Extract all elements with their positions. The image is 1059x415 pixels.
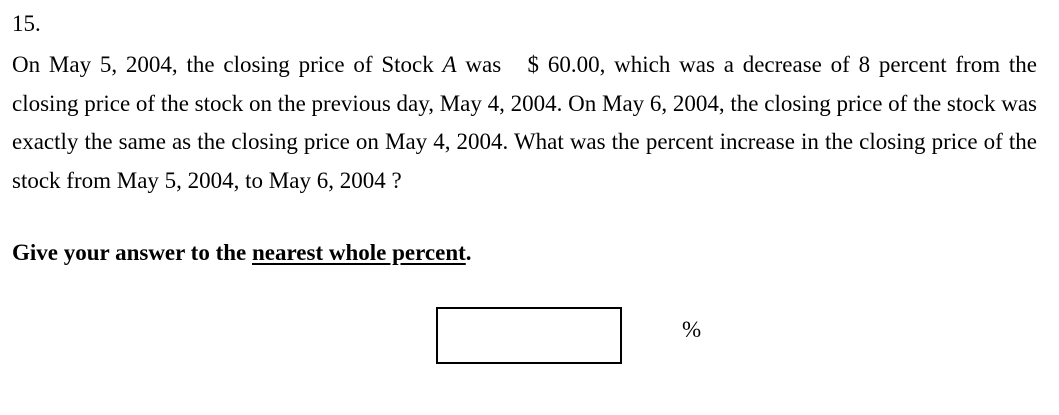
instruction-suffix: . [465, 240, 472, 265]
question-text-part2: was $ 60.00, which was a decrease of 8 p… [12, 52, 1038, 193]
instruction-emphasis: nearest whole percent [252, 240, 466, 265]
answer-input[interactable] [436, 307, 622, 364]
question-text-part1: On May 5, 2004, the closing price of Sto… [12, 52, 443, 77]
instruction-prefix: Give your answer to the [12, 240, 252, 265]
answer-instruction: Give your answer to the nearest whole pe… [12, 238, 472, 268]
percent-unit-label: % [682, 317, 702, 342]
question-number: 15. [12, 11, 41, 36]
stock-letter: A [442, 52, 457, 77]
question-text: On May 5, 2004, the closing price of Sto… [12, 46, 1037, 200]
